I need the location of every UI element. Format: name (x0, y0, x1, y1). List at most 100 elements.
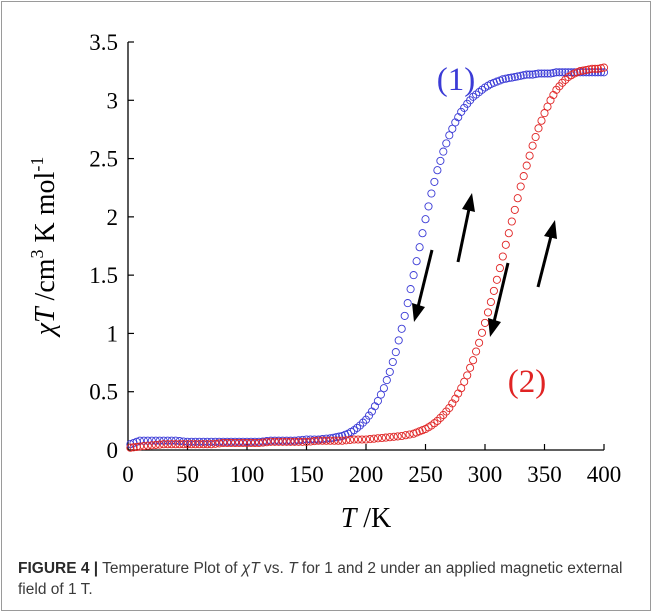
series-1-point (364, 411, 374, 420)
series-2-point (310, 437, 319, 446)
y-axis-label-sup1: 3 (27, 249, 47, 258)
series-2-point (397, 431, 406, 441)
series-2-point (561, 75, 570, 84)
caption-chi: χ (241, 560, 251, 577)
y-tick-label: 2.5 (89, 147, 118, 172)
series-1-point (195, 437, 204, 446)
series-2-point (381, 433, 390, 442)
series-2-point (159, 440, 168, 449)
series-1-point (394, 336, 403, 345)
series-2-point (298, 437, 307, 446)
series-2-point (537, 116, 546, 125)
series-2-point (365, 435, 375, 444)
x-axis-label-var: T (341, 503, 359, 534)
arrow-up-2 (536, 220, 557, 288)
series-2-point (582, 65, 591, 75)
series-2-point (492, 275, 501, 284)
series-1-point (543, 69, 552, 78)
y-axis-label: χT /cm3 K mol-1 (27, 157, 61, 339)
series-2-label: (2) (508, 364, 546, 400)
series-2-point (199, 440, 208, 449)
x-ticks: 0 50 100 150 200 250 300 350 400 (122, 444, 621, 487)
series-2-point (274, 437, 283, 446)
y-tick-label: 2 (107, 205, 119, 230)
arrows (412, 193, 557, 337)
chart: 0 50 100 150 200 250 300 350 400 0 0.5 1 1.5 2 2.5 3 3.… (27, 30, 621, 534)
series-2-points (126, 63, 609, 452)
series-2-point (558, 78, 567, 87)
series-2-point (270, 437, 279, 446)
series-1-point (302, 435, 311, 444)
series-2-point (576, 67, 585, 76)
series-2-point (330, 436, 339, 445)
series-1-point (385, 367, 394, 376)
series-2-point (235, 438, 244, 448)
y-tick-label: 0.5 (89, 380, 118, 405)
series-2-point (480, 318, 490, 327)
series-2-point (191, 440, 200, 449)
series-1-point (445, 131, 454, 140)
series-2-point (543, 102, 552, 111)
series-1-point (427, 189, 436, 198)
series-1-point (448, 124, 457, 133)
series-2-point (286, 437, 295, 446)
series-1-point (143, 436, 152, 445)
series-1-point (522, 70, 531, 79)
y-axis-label-sup2: -1 (27, 157, 47, 172)
series-2-point (501, 240, 510, 249)
series-1-point (199, 437, 208, 446)
series-2-point (126, 443, 135, 452)
caption-text-c: for 1 and 2 under an applied magnetic ex… (18, 560, 623, 598)
x-tick-label: 300 (468, 462, 503, 487)
series-2-point (183, 440, 192, 449)
series-2-point (262, 438, 271, 447)
x-tick-label: 0 (122, 462, 134, 487)
arrow-up-1 (456, 193, 475, 263)
series-1-point (516, 71, 525, 80)
series-2-point (498, 252, 507, 261)
series-2-point (373, 434, 382, 443)
x-tick-label: 200 (349, 462, 384, 487)
series-1-point (361, 415, 371, 424)
series-1-point (135, 436, 144, 445)
series-1-point (507, 73, 516, 82)
series-1-point (388, 357, 397, 367)
series-1-point (187, 437, 196, 446)
series-2-point (393, 432, 402, 441)
series-1-point (397, 324, 406, 333)
series-2-point (278, 437, 287, 446)
series-2-point (534, 124, 543, 133)
series-2-point (219, 438, 228, 448)
series-2-point (401, 431, 410, 440)
series-1-point (513, 72, 522, 81)
series-2-point (463, 371, 472, 380)
series-1-point (555, 68, 564, 77)
series-2-point (377, 433, 386, 443)
series-2-point (334, 436, 343, 445)
caption-T2: T (288, 560, 298, 577)
series-1-point (439, 147, 448, 156)
series-2-point (522, 161, 531, 170)
series-2-point (585, 65, 594, 74)
caption-text-b: vs. (259, 560, 289, 577)
series-2-point (302, 437, 311, 446)
y-axis-label-rest: /cm (30, 258, 61, 307)
series-1-point (382, 376, 391, 385)
series-1-point (540, 69, 549, 78)
series-2-point (486, 297, 495, 307)
series-1-label: (1) (437, 62, 475, 98)
series-2-point (466, 363, 475, 372)
series-2-point (231, 438, 240, 448)
caption-T1: T (250, 560, 260, 577)
y-tick-label: 3.5 (89, 30, 118, 55)
series-1-point (207, 437, 216, 446)
series-1-point (528, 70, 537, 79)
series-2-point (433, 416, 442, 425)
series-1-point (400, 311, 409, 320)
y-axis-label-T: T (30, 305, 61, 323)
series-2-point (215, 439, 224, 448)
series-2-point (385, 433, 394, 442)
series-1-point (501, 74, 510, 83)
series-1-point (421, 215, 430, 224)
series-1-point (355, 421, 365, 430)
